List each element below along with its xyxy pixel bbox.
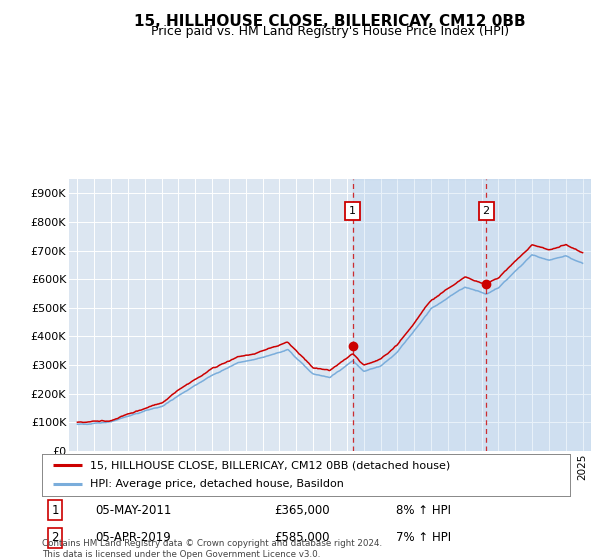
Text: 05-APR-2019: 05-APR-2019 bbox=[95, 531, 170, 544]
Text: Price paid vs. HM Land Registry's House Price Index (HPI): Price paid vs. HM Land Registry's House … bbox=[151, 25, 509, 38]
Text: 2: 2 bbox=[52, 531, 59, 544]
Text: 7% ↑ HPI: 7% ↑ HPI bbox=[396, 531, 451, 544]
Text: 2: 2 bbox=[482, 206, 490, 216]
Text: 15, HILLHOUSE CLOSE, BILLERICAY, CM12 0BB (detached house): 15, HILLHOUSE CLOSE, BILLERICAY, CM12 0B… bbox=[89, 460, 450, 470]
Text: HPI: Average price, detached house, Basildon: HPI: Average price, detached house, Basi… bbox=[89, 479, 343, 489]
Text: 1: 1 bbox=[52, 503, 59, 516]
Text: 05-MAY-2011: 05-MAY-2011 bbox=[95, 503, 171, 516]
Bar bbox=[353, 179, 591, 451]
Text: £365,000: £365,000 bbox=[274, 503, 330, 516]
Text: Contains HM Land Registry data © Crown copyright and database right 2024.
This d: Contains HM Land Registry data © Crown c… bbox=[42, 539, 382, 559]
Text: 15, HILLHOUSE CLOSE, BILLERICAY, CM12 0BB: 15, HILLHOUSE CLOSE, BILLERICAY, CM12 0B… bbox=[134, 14, 526, 29]
Text: 1: 1 bbox=[349, 206, 356, 216]
Text: 8% ↑ HPI: 8% ↑ HPI bbox=[396, 503, 451, 516]
Text: £585,000: £585,000 bbox=[274, 531, 330, 544]
